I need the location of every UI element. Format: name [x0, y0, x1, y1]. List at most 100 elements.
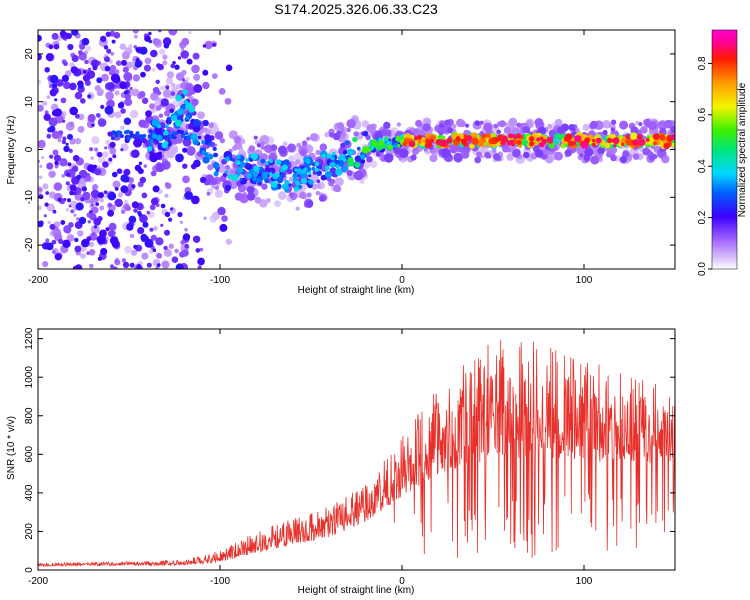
spectrogram-cell: [133, 34, 138, 39]
spectrogram-cell: [53, 154, 62, 162]
spectrogram-cell: [62, 119, 66, 123]
spectrogram-cell: [58, 238, 64, 245]
spectrogram-cell: [496, 136, 502, 142]
spectrogram-cell: [105, 91, 114, 101]
spectrogram-cell: [150, 170, 157, 177]
spectrogram-cell: [90, 224, 100, 234]
spectrogram-cell: [399, 148, 409, 158]
spectrogram-cell: [53, 182, 63, 191]
spectrogram-cell: [496, 129, 502, 135]
spectrogram-cell: [38, 194, 44, 200]
spectrogram-cell: [120, 185, 129, 194]
spectrogram-cell: [252, 180, 257, 185]
spectrogram-cell: [206, 191, 211, 196]
spectrogram-cell: [58, 130, 64, 136]
spectrogram-cell: [105, 31, 112, 37]
spectrogram-cell: [96, 89, 104, 97]
spectrogram-cell: [449, 145, 458, 154]
spectrogram-cell: [318, 195, 326, 202]
spectrogram-cell: [584, 147, 594, 157]
spectrogram-cell: [91, 231, 96, 237]
spectrogram-cell: [387, 144, 393, 151]
spectrogram-cell: [332, 184, 341, 192]
spectrogram-cell: [576, 146, 585, 155]
spectrogram-cell: [260, 145, 266, 150]
spectrogram-cell: [138, 161, 143, 165]
spectrogram-cell: [352, 136, 358, 143]
spectrogram-cell: [342, 150, 348, 155]
spectrogram-cell: [153, 226, 158, 231]
spectrogram-cell: [182, 147, 188, 153]
spectrogram-cell: [538, 141, 545, 148]
spectrogram-cell: [87, 94, 92, 99]
spectrogram-cell: [354, 155, 362, 162]
spectrogram-cell: [131, 249, 138, 256]
spectrogram-cell: [346, 127, 351, 133]
spectrogram-cell: [81, 37, 90, 46]
spectrogram-cell: [164, 211, 171, 218]
spectrogram-cell: [97, 118, 107, 127]
spectrogram-cell: [94, 147, 99, 152]
spectrogram-cell: [69, 82, 77, 91]
spectrogram-cell: [108, 157, 113, 162]
spectrogram-cell: [77, 125, 85, 133]
spectrogram-cell: [393, 147, 401, 155]
spectrogram-cell: [151, 67, 156, 72]
spectrogram-cell: [193, 159, 201, 168]
spectrogram-cell: [61, 139, 67, 145]
spectrogram-cell: [45, 238, 50, 243]
spectrogram-cell: [146, 210, 151, 215]
spectrogram-cell: [103, 190, 108, 195]
spectrogram-cell: [282, 141, 288, 147]
spectrogram-cell: [39, 164, 43, 168]
spectrogram-cell: [65, 208, 70, 212]
spectrogram-cell: [38, 104, 44, 112]
spectrogram-cell: [110, 51, 115, 56]
spectrogram-cell: [295, 159, 301, 165]
spectrogram-cell: [307, 171, 312, 175]
snr-frame: [37, 328, 676, 571]
spectrogram-cell: [151, 133, 158, 139]
spectrogram-cell: [38, 139, 46, 149]
spectrogram-cell: [172, 135, 177, 140]
spectrogram-cell: [92, 164, 97, 169]
spectrogram-cell: [107, 209, 115, 217]
spectrogram-cell: [85, 45, 92, 52]
spectrogram-cell: [224, 184, 232, 191]
spectrogram-cell: [158, 113, 164, 118]
spectrogram-cell: [375, 151, 381, 157]
spectrogram-cell: [141, 97, 149, 104]
spectrogram-cell: [181, 78, 186, 82]
spectrogram-cell: [236, 154, 241, 160]
spectrogram-cell: [109, 236, 119, 245]
spectrogram-cell: [114, 198, 123, 208]
spectrogram-cell: [106, 48, 112, 54]
spectrogram-cell: [444, 119, 451, 126]
spectrogram-cell: [235, 160, 241, 166]
spectrogram-cell: [54, 226, 59, 231]
spectrogram-cell: [116, 168, 123, 174]
spectrogram-cell: [63, 225, 72, 234]
spectrogram-cell: [149, 151, 154, 155]
spectrogram-cell: [119, 81, 127, 90]
spectrogram-cell: [175, 104, 180, 108]
spectrogram-cell: [42, 183, 49, 190]
spectrogram-cell: [139, 176, 147, 184]
spectrogram-cell: [461, 138, 468, 145]
spectrogram-cell: [533, 145, 540, 151]
spectrogram-cell: [92, 65, 98, 71]
spectrogram-cell: [261, 183, 268, 190]
spectrogram-cell: [84, 59, 89, 65]
snr-xtick-label: 100: [576, 576, 593, 587]
spectrogram-cell: [167, 120, 172, 125]
spectrogram-cell: [202, 69, 209, 76]
spectrogram-cell: [122, 66, 129, 73]
spectrogram-cell: [52, 149, 59, 156]
spectrogram-cell: [113, 32, 121, 39]
spectrogram-cell: [168, 217, 173, 222]
spectrogram-cell: [108, 222, 117, 231]
spectrogram-cell: [107, 82, 115, 90]
spectrogram-cell: [346, 170, 353, 176]
spectrogram-cell: [384, 136, 389, 140]
